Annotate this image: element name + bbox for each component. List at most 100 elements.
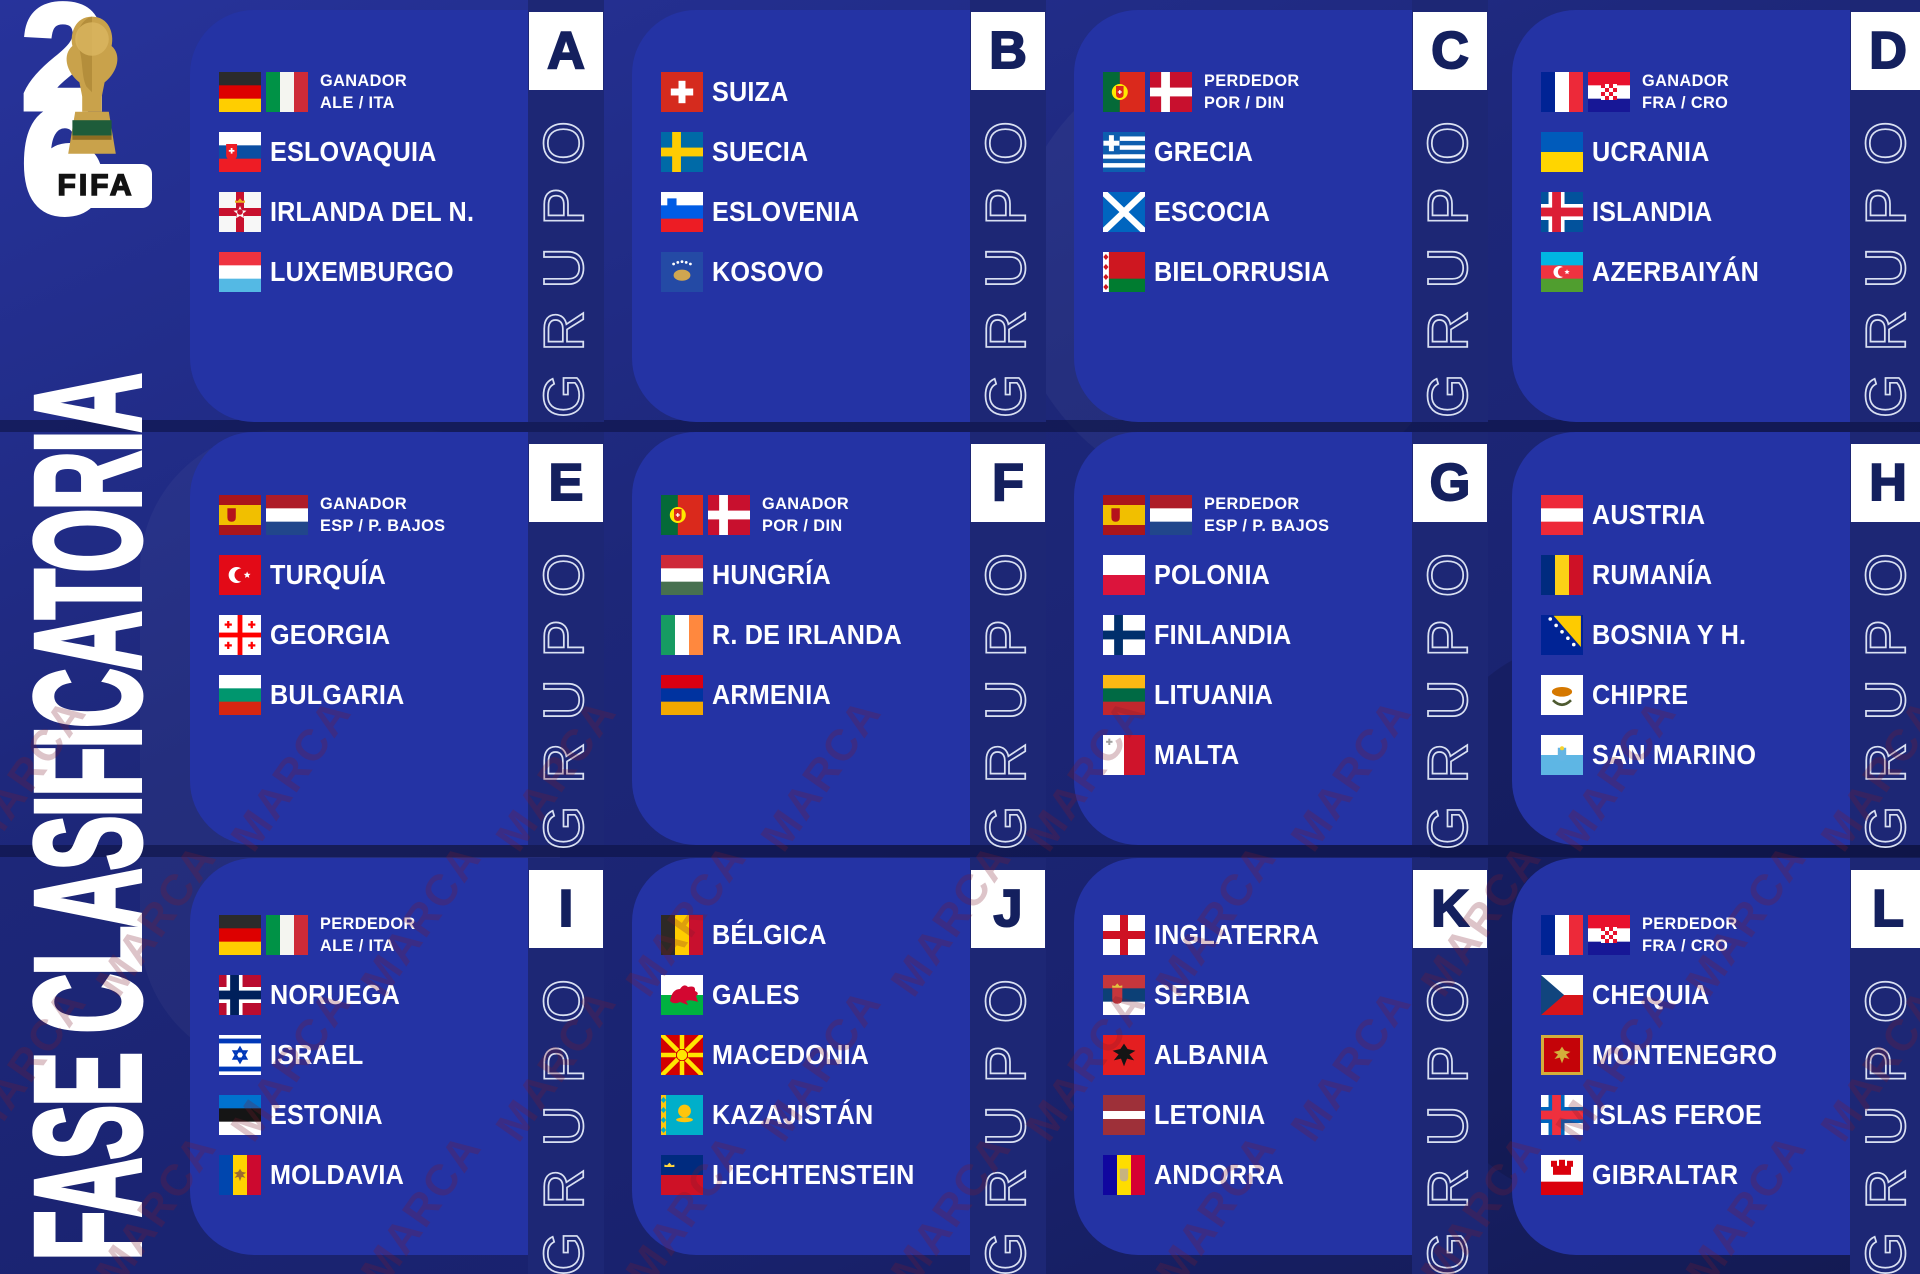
team-row: GANADOR POR / DIN	[661, 494, 970, 535]
team-row: BOSNIA Y H.	[1541, 615, 1850, 655]
team-name: MACEDONIA	[712, 1039, 870, 1070]
grupo-vertical-label: GRUPO	[531, 532, 597, 851]
group-card-G: PERDEDOR ESP / P. BAJOS POLONIA FINLANDIA LI…	[1074, 432, 1488, 851]
team-row: LITUANIA	[1103, 675, 1412, 715]
team-name: MALTA	[1154, 739, 1240, 770]
flag-cz-icon	[1541, 975, 1583, 1015]
team-name: ESLOVENIA	[712, 196, 860, 227]
team-name: ESLOVAQUIA	[270, 136, 437, 167]
group-teams-panel: PERDEDOR ESP / P. BAJOS POLONIA FINLANDIA LI…	[1074, 432, 1412, 845]
team-row: SUIZA	[661, 72, 970, 112]
team-name: AZERBAIYÁN	[1592, 256, 1760, 287]
group-letter: C	[1430, 21, 1470, 81]
flag-fr-icon	[1541, 72, 1583, 112]
group-letter: J	[993, 879, 1024, 939]
group-letter: K	[1430, 879, 1470, 939]
group-card-L: PERDEDOR FRA / CRO CHEQUIA MONTENEGRO ISLAS …	[1512, 858, 1920, 1274]
flag-dk-icon	[708, 495, 750, 535]
flag-ie-icon	[661, 615, 703, 655]
flag-is-icon	[1541, 192, 1583, 232]
team-row: ESCOCIA	[1103, 192, 1412, 232]
flag-sct-icon	[1103, 192, 1145, 232]
flag-nl-icon	[266, 495, 308, 535]
flag-pt-icon	[1103, 72, 1145, 112]
flag-am-icon	[661, 675, 703, 715]
world-cup-trophy-icon	[66, 16, 118, 154]
team-name: HUNGRÍA	[712, 559, 831, 590]
group-letter: I	[558, 879, 575, 939]
playoff-teams-label: FRA / CRO	[1642, 93, 1729, 112]
team-name: CHEQUIA	[1592, 979, 1710, 1010]
team-row: RUMANÍA	[1541, 555, 1850, 595]
group-letter: F	[991, 453, 1025, 513]
playoff-result-label: PERDEDOR	[320, 913, 416, 933]
flag-at-icon	[1541, 495, 1583, 535]
group-letter-box: D	[1851, 12, 1920, 90]
page-title: FASE CLASIFICATORIA	[2, 373, 174, 1262]
group-letter-box: H	[1851, 444, 1920, 522]
team-row: PERDEDOR POR / DIN	[1103, 71, 1412, 112]
team-row: AZERBAIYÁN	[1541, 252, 1850, 292]
group-letter: D	[1868, 21, 1908, 81]
team-name: SUIZA	[712, 76, 789, 107]
flag-es-icon	[1103, 495, 1145, 535]
flag-il-icon	[219, 1035, 261, 1075]
team-row: MALTA	[1103, 735, 1412, 775]
team-row: LETONIA	[1103, 1095, 1412, 1135]
flag-se-icon	[661, 132, 703, 172]
team-row: BULGARIA	[219, 675, 528, 715]
team-name: SUECIA	[712, 136, 809, 167]
flag-be-icon	[661, 915, 703, 955]
team-row: SAN MARINO	[1541, 735, 1850, 775]
group-card-D: GANADOR FRA / CRO UCRANIA ISLANDIA AZERBAIYÁ…	[1512, 0, 1920, 422]
flag-dk-icon	[1150, 72, 1192, 112]
group-card-J: BÉLGICA GALES MACEDONIA KAZAJISTÁN LIECHTENS…	[632, 858, 1046, 1274]
group-teams-panel: PERDEDOR POR / DIN GRECIA ESCOCIA BIELORRUSI…	[1074, 10, 1412, 422]
team-name: BIELORRUSIA	[1154, 256, 1330, 287]
flag-hr-icon	[1588, 915, 1630, 955]
playoff-note: GANADOR FRA / CRO	[1642, 70, 1733, 114]
team-name: ANDORRA	[1154, 1159, 1285, 1190]
playoff-teams-label: FRA / CRO	[1642, 936, 1729, 955]
team-name: INGLATERRA	[1154, 919, 1320, 950]
team-row: NORUEGA	[219, 975, 528, 1015]
playoff-teams-label: POR / DIN	[1204, 93, 1285, 112]
group-teams-panel: GANADOR ESP / P. BAJOS TURQUÍA GEORGIA BULGA…	[190, 432, 528, 845]
flag-ge-icon	[219, 615, 261, 655]
flag-no-icon	[219, 975, 261, 1015]
flag-cy-icon	[1541, 675, 1583, 715]
grupo-label: GRUPO	[1416, 532, 1480, 850]
team-name: LUXEMBURGO	[270, 256, 454, 287]
team-row: CHIPRE	[1541, 675, 1850, 715]
playoff-note: GANADOR ALE / ITA	[320, 70, 411, 114]
flag-mk-icon	[661, 1035, 703, 1075]
grupo-label: GRUPO	[974, 958, 1038, 1274]
team-row: LIECHTENSTEIN	[661, 1155, 970, 1195]
flag-ad-icon	[1103, 1155, 1145, 1195]
team-row: MOLDAVIA	[219, 1155, 528, 1195]
playoff-result-label: GANADOR	[320, 70, 408, 90]
playoff-result-label: GANADOR	[320, 493, 408, 513]
team-name: RUMANÍA	[1592, 559, 1713, 590]
team-row: ISLAS FEROE	[1541, 1095, 1850, 1135]
team-row: ISRAEL	[219, 1035, 528, 1075]
team-name: BULGARIA	[270, 679, 405, 710]
flag-me-icon	[1541, 1035, 1583, 1075]
grupo-label: GRUPO	[532, 532, 596, 850]
team-row: GRECIA	[1103, 132, 1412, 172]
team-row: PERDEDOR FRA / CRO	[1541, 913, 1850, 957]
flag-xk-icon	[661, 252, 703, 292]
playoff-note: PERDEDOR FRA / CRO	[1642, 913, 1742, 957]
grupo-vertical-label: GRUPO	[1415, 958, 1481, 1274]
flag-nl-icon	[1150, 495, 1192, 535]
team-row: INGLATERRA	[1103, 915, 1412, 955]
team-row: LUXEMBURGO	[219, 252, 528, 292]
flag-rs-icon	[1103, 975, 1145, 1015]
team-name: LIECHTENSTEIN	[712, 1159, 915, 1190]
flag-li-icon	[661, 1155, 703, 1195]
team-row: GALES	[661, 975, 970, 1015]
playoff-note: PERDEDOR ESP / P. BAJOS	[1204, 493, 1335, 537]
team-row: ANDORRA	[1103, 1155, 1412, 1195]
group-letter-box: A	[529, 12, 603, 90]
